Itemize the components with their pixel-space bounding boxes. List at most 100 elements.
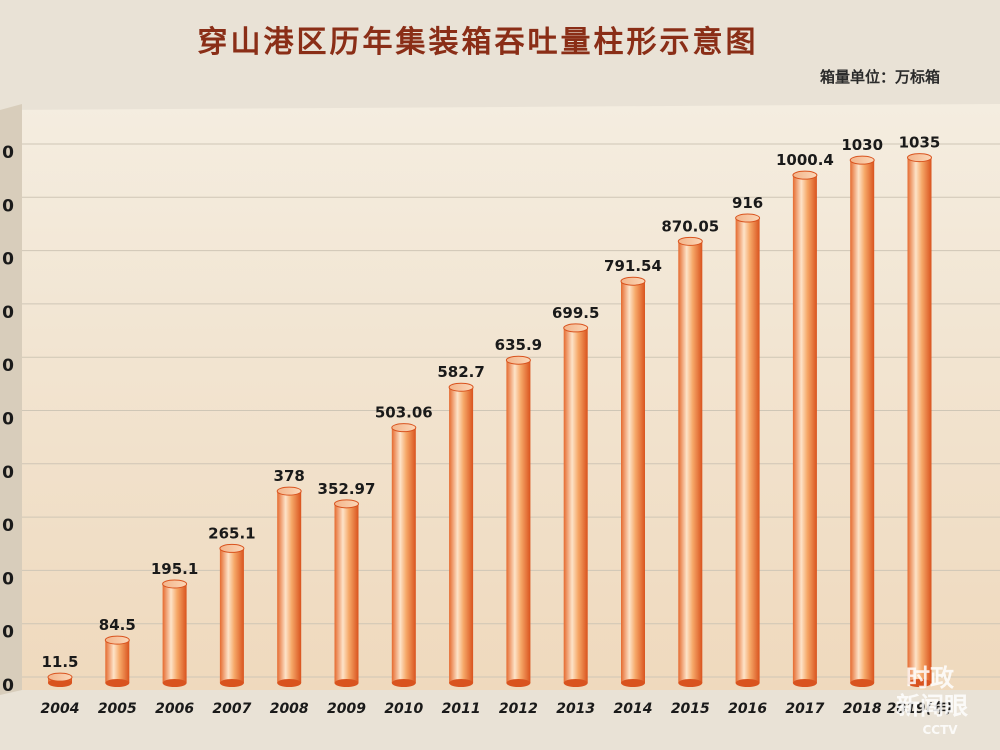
left-wall	[0, 104, 22, 695]
y-tick-label: 0	[2, 463, 14, 483]
bar	[792, 175, 817, 683]
y-tick-label: 0	[2, 303, 14, 323]
x-tick-label: 2017	[785, 701, 824, 717]
bar-base	[105, 679, 130, 687]
value-label: 195.1	[151, 560, 198, 578]
value-label: 870.05	[661, 217, 719, 235]
bar-cap	[276, 486, 302, 496]
value-label: 11.5	[41, 653, 78, 671]
bar-base	[162, 679, 187, 687]
y-tick-label: 0	[2, 623, 14, 643]
x-tick-label: 2016	[728, 701, 767, 717]
y-tick-label: 0	[2, 676, 14, 696]
plot-panel	[0, 104, 1000, 690]
bar-base	[219, 679, 244, 687]
bar-cap	[907, 153, 932, 163]
x-tick-label: 2015	[671, 701, 710, 717]
bar-cap	[219, 543, 245, 553]
value-label: 1030	[841, 136, 883, 154]
watermark-brand: CCTV	[922, 723, 958, 737]
x-tick-label: 2014	[614, 701, 653, 717]
bar	[506, 360, 531, 683]
unit-label: 箱量单位：万标箱	[820, 68, 940, 86]
x-tick-label: 2012	[499, 701, 538, 717]
x-tick-label: 2005	[98, 701, 137, 717]
value-label: 265.1	[208, 524, 255, 542]
bar	[678, 241, 703, 683]
bar-cap	[620, 276, 646, 286]
y-tick-label: 0	[2, 516, 14, 536]
value-label: 699.5	[552, 304, 599, 322]
value-label: 378	[274, 467, 305, 485]
bar	[219, 548, 244, 683]
watermark-line2: 新闻眼	[896, 692, 968, 720]
x-axis-ticks: 2004 2005 2006 2007 2008 2009 2010 2011 2012 2013…	[41, 700, 953, 717]
value-label: 582.7	[437, 363, 484, 381]
bar	[105, 640, 130, 683]
bar	[449, 387, 474, 683]
value-label: 791.54	[604, 257, 662, 275]
y-tick-label: 0	[2, 250, 14, 270]
bar-base	[334, 679, 359, 687]
y-tick-label: 0	[2, 143, 14, 163]
bar-base	[735, 679, 760, 687]
bar-base	[850, 679, 875, 687]
bar	[391, 427, 416, 683]
bar	[563, 327, 588, 683]
x-tick-label: 2013	[556, 701, 595, 717]
x-tick-label: 2010	[384, 701, 423, 717]
value-label: 635.9	[495, 336, 542, 354]
bar-base	[621, 679, 645, 687]
bar	[162, 583, 187, 683]
x-tick-label: 2006	[155, 701, 194, 717]
y-axis-ticks: 0 0 0 0 0 0 0 0 0 0 0	[2, 143, 14, 696]
bar-base	[792, 679, 817, 687]
x-tick-label: 2004	[41, 701, 80, 717]
value-label: 1035	[899, 134, 941, 152]
bars	[47, 153, 932, 687]
bar-cap	[677, 236, 703, 246]
value-label: 916	[732, 194, 763, 212]
bar-base	[907, 679, 932, 687]
y-tick-label: 0	[2, 196, 14, 216]
bar	[621, 281, 645, 683]
value-label: 84.5	[99, 616, 136, 634]
bar-cap	[162, 579, 188, 589]
y-tick-label: 0	[2, 410, 14, 430]
x-tick-label: 2011	[442, 701, 481, 717]
bar-base	[391, 679, 416, 687]
bar-cap	[849, 155, 875, 165]
value-label: 503.06	[375, 404, 433, 422]
bar	[735, 218, 760, 684]
x-tick-label: 2007	[212, 701, 251, 717]
watermark-logo: 时政 新闻眼 CCTV	[896, 664, 968, 737]
bar	[334, 503, 359, 683]
x-tick-label: 2019(年)	[887, 700, 953, 717]
bar-base	[277, 679, 302, 687]
y-tick-label: 0	[2, 356, 14, 376]
bar	[850, 160, 875, 684]
x-tick-label: 2008	[270, 701, 309, 717]
bar-cap	[735, 213, 761, 223]
bar	[907, 157, 932, 684]
x-tick-label: 2009	[327, 701, 366, 717]
y-tick-label: 0	[2, 569, 14, 589]
bar-cap	[792, 170, 818, 180]
x-tick-label: 2018	[843, 701, 882, 717]
value-label: 1000.4	[776, 151, 834, 169]
value-label: 352.97	[318, 480, 376, 498]
bar-cap	[334, 499, 359, 509]
bar-cap	[104, 635, 130, 645]
value-labels: 11.5 84.5 195.1 265.1 378 352.97 503.06 582.7 63…	[41, 134, 940, 672]
bar-base	[506, 679, 531, 687]
bar-base	[678, 679, 703, 687]
bar-base	[563, 679, 588, 687]
bar-cap	[391, 423, 417, 433]
bar-cap	[448, 382, 474, 392]
bar-base	[449, 679, 474, 687]
bar	[277, 491, 302, 683]
bar-cap	[47, 672, 73, 682]
bar-cap	[505, 355, 531, 365]
chart-title: 穿山港区历年集装箱吞吐量柱形示意图	[198, 25, 759, 60]
